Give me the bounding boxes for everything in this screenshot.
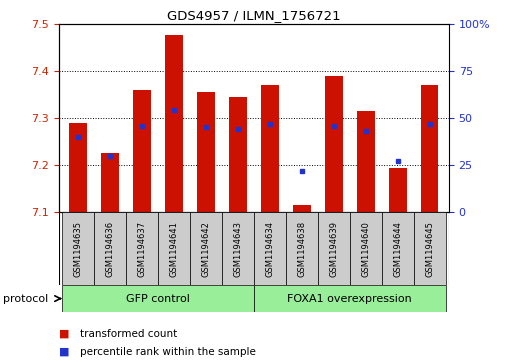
Bar <box>126 212 158 285</box>
Text: ■: ■ <box>59 329 69 339</box>
Text: GSM1194638: GSM1194638 <box>298 221 306 277</box>
Title: GDS4957 / ILMN_1756721: GDS4957 / ILMN_1756721 <box>167 9 341 23</box>
Bar <box>325 76 343 212</box>
Bar <box>94 212 126 285</box>
Text: GSM1194634: GSM1194634 <box>265 221 274 277</box>
Text: GSM1194642: GSM1194642 <box>202 221 210 277</box>
Text: GSM1194641: GSM1194641 <box>169 221 179 277</box>
Bar <box>165 36 183 212</box>
Bar <box>69 123 87 212</box>
Bar <box>254 285 446 312</box>
Bar <box>102 154 119 212</box>
Bar <box>254 212 286 285</box>
Text: GSM1194636: GSM1194636 <box>106 221 114 277</box>
Text: protocol: protocol <box>3 294 48 303</box>
Text: percentile rank within the sample: percentile rank within the sample <box>80 347 255 357</box>
Bar <box>197 92 215 212</box>
Bar <box>357 111 374 212</box>
Bar <box>421 85 439 212</box>
Text: GSM1194637: GSM1194637 <box>137 221 147 277</box>
Bar <box>382 212 413 285</box>
Bar <box>62 285 254 312</box>
Text: GSM1194635: GSM1194635 <box>74 221 83 277</box>
Text: GSM1194639: GSM1194639 <box>329 221 339 277</box>
Text: FOXA1 overexpression: FOXA1 overexpression <box>287 294 412 303</box>
Bar <box>261 85 279 212</box>
Text: GSM1194640: GSM1194640 <box>361 221 370 277</box>
Bar <box>318 212 350 285</box>
Text: transformed count: transformed count <box>80 329 177 339</box>
Bar <box>229 97 247 212</box>
Bar <box>190 212 222 285</box>
Bar <box>222 212 254 285</box>
Text: GSM1194645: GSM1194645 <box>425 221 434 277</box>
Text: GSM1194643: GSM1194643 <box>233 221 243 277</box>
Bar <box>286 212 318 285</box>
Bar <box>293 205 311 212</box>
Text: GSM1194644: GSM1194644 <box>393 221 402 277</box>
Text: GFP control: GFP control <box>126 294 190 303</box>
Bar <box>158 212 190 285</box>
Bar <box>350 212 382 285</box>
Bar <box>413 212 446 285</box>
Bar <box>62 212 94 285</box>
Bar <box>133 90 151 212</box>
Bar <box>389 167 406 212</box>
Text: ■: ■ <box>59 347 69 357</box>
